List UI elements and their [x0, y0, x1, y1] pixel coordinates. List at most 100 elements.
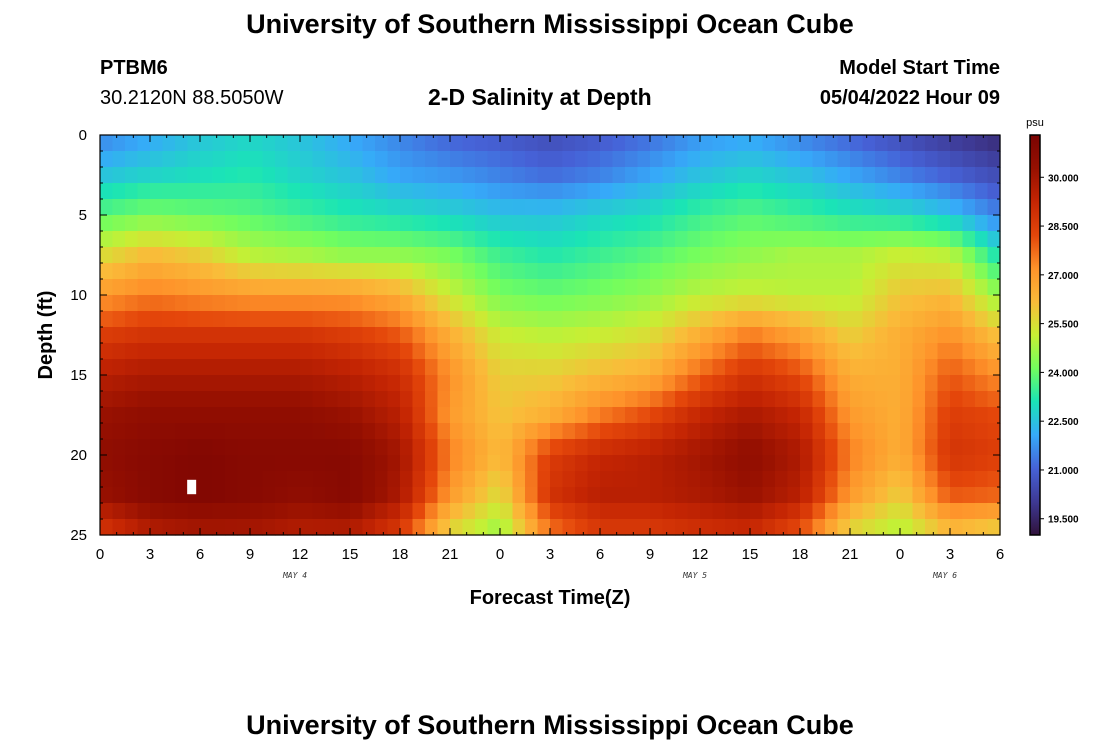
heatmap-cell — [712, 311, 726, 328]
heatmap-cell — [475, 135, 489, 152]
heatmap-cell — [912, 247, 926, 264]
heatmap-cell — [662, 455, 676, 472]
heatmap-cell — [687, 327, 701, 344]
heatmap-cell — [487, 343, 501, 360]
heatmap-cell — [637, 263, 651, 280]
heatmap-cell — [987, 295, 1001, 312]
heatmap-cell — [925, 247, 939, 264]
heatmap-cell — [937, 135, 951, 152]
heatmap-cell — [950, 455, 964, 472]
heatmap-cell — [412, 519, 426, 536]
heatmap-cell — [400, 439, 414, 456]
heatmap-cell — [712, 295, 726, 312]
heatmap-cell — [887, 503, 901, 520]
heatmap-cell — [812, 343, 826, 360]
heatmap-cell — [812, 295, 826, 312]
heatmap-cell — [475, 183, 489, 200]
heatmap-cell — [375, 311, 389, 328]
heatmap-cell — [325, 391, 339, 408]
heatmap-cell — [950, 295, 964, 312]
heatmap-cell — [350, 423, 364, 440]
heatmap-cell — [750, 167, 764, 184]
heatmap-cell — [375, 359, 389, 376]
heatmap-cell — [600, 359, 614, 376]
heatmap-cell — [100, 295, 114, 312]
heatmap-cell — [287, 455, 301, 472]
heatmap-cell — [137, 359, 151, 376]
heatmap-cell — [587, 279, 601, 296]
heatmap-cell — [137, 343, 151, 360]
heatmap-cell — [300, 151, 314, 168]
heatmap-cell — [637, 167, 651, 184]
heatmap-cell — [262, 423, 276, 440]
heatmap-cell — [425, 263, 439, 280]
heatmap-cell — [575, 407, 589, 424]
heatmap-cell — [200, 503, 214, 520]
heatmap-cell — [800, 215, 814, 232]
heatmap-cell — [562, 519, 576, 536]
heatmap-cell — [587, 199, 601, 216]
heatmap-cell — [300, 375, 314, 392]
heatmap-cell — [562, 343, 576, 360]
heatmap-cell — [937, 503, 951, 520]
heatmap-cell — [962, 343, 976, 360]
heatmap-cell — [350, 279, 364, 296]
heatmap-cell — [775, 407, 789, 424]
heatmap-cell — [737, 167, 751, 184]
heatmap-cell — [262, 343, 276, 360]
heatmap-cell — [262, 375, 276, 392]
heatmap-cell — [725, 343, 739, 360]
heatmap-cell — [600, 503, 614, 520]
heatmap-cell — [275, 439, 289, 456]
heatmap-cell — [612, 359, 626, 376]
heatmap-cell — [387, 487, 401, 504]
heatmap-cell — [312, 375, 326, 392]
heatmap-cell — [112, 519, 126, 536]
heatmap-cell — [762, 295, 776, 312]
heatmap-cell — [600, 455, 614, 472]
heatmap-cell — [362, 487, 376, 504]
heatmap-cell — [150, 471, 164, 488]
heatmap-cell — [962, 135, 976, 152]
heatmap-cell — [650, 215, 664, 232]
x-tick-labels: 0 3 6 9 12 15 18 21 0 3 6 9 12 15 18 21 0 3 6 — [96, 546, 1004, 563]
heatmap-cell — [825, 183, 839, 200]
heatmap-cell — [225, 135, 239, 152]
colorbar-tick-label: 27.000 — [1048, 271, 1079, 282]
heatmap-cell — [475, 151, 489, 168]
heatmap-cell — [275, 343, 289, 360]
heatmap-cell — [162, 359, 176, 376]
heatmap-cell — [212, 487, 226, 504]
heatmap-cell — [450, 215, 464, 232]
heatmap-cell — [312, 455, 326, 472]
heatmap-cell — [737, 327, 751, 344]
heatmap-cell — [662, 471, 676, 488]
heatmap-cell — [300, 503, 314, 520]
heatmap-cell — [812, 311, 826, 328]
heatmap-cell — [537, 407, 551, 424]
heatmap-cell — [237, 439, 251, 456]
heatmap-cell — [450, 407, 464, 424]
heatmap-cell — [762, 407, 776, 424]
heatmap-cell — [212, 455, 226, 472]
heatmap-cell — [562, 471, 576, 488]
heatmap-cell — [225, 167, 239, 184]
heatmap-cell — [362, 327, 376, 344]
heatmap-cell — [600, 487, 614, 504]
heatmap-cell — [887, 279, 901, 296]
heatmap-cell — [725, 327, 739, 344]
heatmap-cell — [400, 455, 414, 472]
heatmap-cell — [862, 311, 876, 328]
x-tick-label: 18 — [392, 546, 409, 563]
heatmap-cell — [337, 279, 351, 296]
heatmap-cell — [475, 247, 489, 264]
x-tick-label: 6 — [996, 546, 1004, 563]
heatmap-cell — [650, 471, 664, 488]
heatmap-cell — [350, 311, 364, 328]
heatmap-cell — [275, 423, 289, 440]
heatmap-cell — [100, 407, 114, 424]
heatmap-cell — [600, 407, 614, 424]
heatmap-cell — [775, 247, 789, 264]
heatmap-cell — [775, 519, 789, 536]
heatmap-cell — [625, 439, 639, 456]
